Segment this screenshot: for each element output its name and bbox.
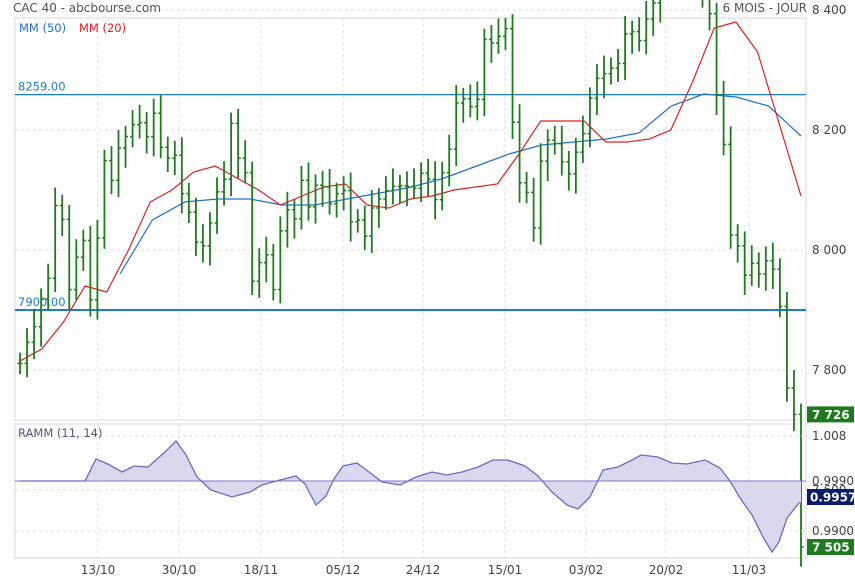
ma50-line — [119, 93, 802, 275]
xtick-label: 18/11 — [244, 563, 279, 577]
ramm-label: RAMM (11, 14) — [18, 426, 103, 440]
ramm-panel — [14, 423, 807, 559]
legend-mm50: MM (50) — [19, 21, 67, 35]
ytick-label: 8 000 — [812, 243, 846, 257]
ramm-ytick-label: 0.9990 — [812, 474, 854, 488]
ramm-ytick-label: 0.9900 — [812, 524, 854, 538]
period-label: 6 MOIS - JOUR — [722, 1, 807, 15]
ramm-ytick-label: 1.008 — [812, 429, 846, 443]
ytick-label: 7 800 — [812, 363, 846, 377]
price-badge — [807, 539, 854, 555]
xtick-label: 05/12 — [326, 563, 361, 577]
xtick-label: 24/12 — [406, 563, 441, 577]
xtick-label: 11/03 — [732, 563, 767, 577]
xtick-label: 15/01 — [488, 563, 523, 577]
price-badge-label: 7 505 — [812, 541, 850, 555]
chart-title: CAC 40 - abcbourse.com — [13, 1, 161, 15]
xtick-label: 30/10 — [162, 563, 197, 577]
xtick-label: 13/10 — [81, 563, 116, 577]
xtick-label: 20/02 — [649, 563, 684, 577]
price-panel — [14, 17, 807, 421]
ytick-label: 8 400 — [812, 3, 846, 17]
ramm-badge — [807, 489, 854, 505]
ytick-label: 8 200 — [812, 123, 846, 137]
legend-mm20: MM (20) — [79, 21, 127, 35]
ramm-line — [20, 439, 801, 554]
ramm-badge-label: 0.9957 — [810, 491, 855, 505]
price-badge-label: 7 726 — [812, 408, 850, 422]
price-badge — [807, 406, 854, 423]
reference-line-label: 8259.00 — [18, 80, 66, 94]
ma20-line — [19, 21, 802, 362]
xtick-label: 03/02 — [569, 563, 604, 577]
